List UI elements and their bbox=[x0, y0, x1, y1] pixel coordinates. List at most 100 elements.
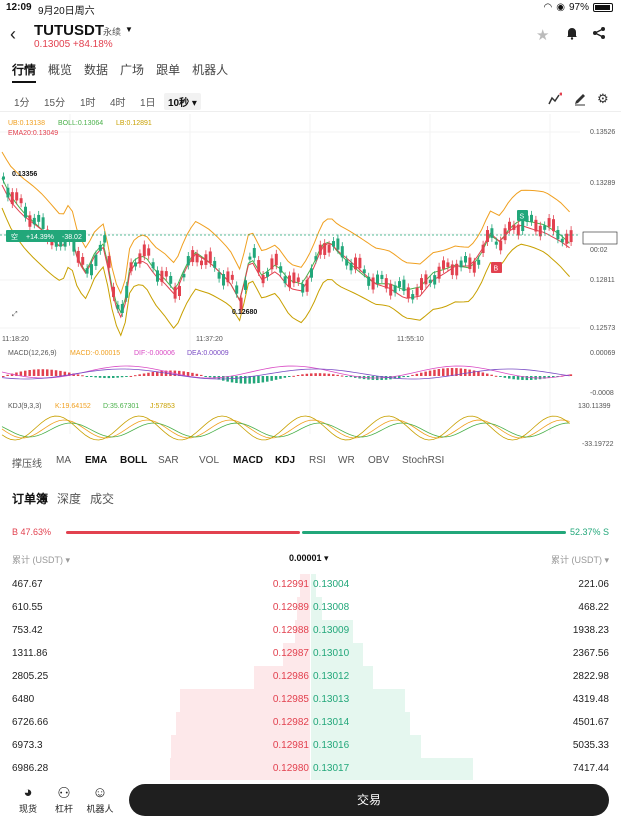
draw-tool-icon[interactable] bbox=[573, 92, 587, 111]
candle bbox=[446, 262, 450, 267]
orderbook-row[interactable]: 467.67 0.12991 0.13004 221.06 bbox=[0, 574, 621, 597]
ind-ema[interactable]: EMA bbox=[85, 455, 108, 466]
ind-rsi[interactable]: RSI bbox=[309, 455, 326, 466]
tab-copytrade[interactable]: 跟单 bbox=[156, 63, 181, 77]
ask-depth-bar bbox=[311, 620, 353, 643]
candle bbox=[310, 268, 313, 278]
candle bbox=[235, 285, 239, 294]
candle bbox=[266, 271, 269, 277]
macd-bar bbox=[85, 376, 89, 377]
orderbook-row[interactable]: 610.55 0.12989 0.13008 468.22 bbox=[0, 597, 621, 620]
x-axis-label: 11:55:10 bbox=[397, 336, 424, 343]
ind-kdj[interactable]: KDJ bbox=[275, 455, 296, 466]
ind-ma[interactable]: MA bbox=[56, 455, 71, 466]
candle bbox=[420, 278, 423, 290]
tab-overview[interactable]: 概览 bbox=[48, 63, 73, 77]
macd-bar bbox=[2, 376, 5, 377]
candle bbox=[28, 215, 32, 227]
share-icon[interactable] bbox=[592, 26, 606, 44]
indicator-icon[interactable] bbox=[548, 92, 563, 111]
tab-data[interactable]: 数据 bbox=[84, 63, 109, 77]
orderbook-row[interactable]: 753.42 0.12988 0.13009 1938.23 bbox=[0, 620, 621, 643]
macd-bar bbox=[437, 369, 441, 376]
candle bbox=[301, 283, 305, 293]
tab-bot[interactable]: 机器人 bbox=[192, 63, 229, 77]
cum-right-select[interactable]: 累计 (USDT) ▾ bbox=[550, 555, 609, 565]
bid-depth-bar bbox=[254, 666, 310, 689]
kline-chart[interactable]: UB:0.13138 BOLL:0.13064 LB:0.12891 EMA20:0.… bbox=[0, 114, 621, 448]
orderbook-tabs: 订单簿 深度 成交 bbox=[0, 490, 621, 510]
ind-sar[interactable]: SAR bbox=[158, 455, 179, 466]
bottom-leverage[interactable]: ⚇ 杠杆 bbox=[44, 784, 84, 815]
ind-wr[interactable]: WR bbox=[338, 455, 355, 466]
orderbook-row[interactable]: 2805.25 0.12986 0.13012 2822.98 bbox=[0, 666, 621, 689]
macd-bar bbox=[406, 376, 410, 377]
bottom-spot[interactable]: ◕ 现货 bbox=[8, 784, 48, 815]
settings-gear-icon[interactable]: ⚙ bbox=[597, 91, 609, 106]
macd-bar bbox=[151, 372, 155, 376]
tab-orderbook[interactable]: 订单簿 bbox=[12, 492, 49, 506]
candle bbox=[569, 230, 573, 243]
price-change: 0.13005 +84.18% bbox=[34, 39, 113, 50]
macd-bar bbox=[257, 376, 260, 384]
macd-bar bbox=[508, 376, 511, 379]
orderbook-row[interactable]: 6726.66 0.12982 0.13014 4501.67 bbox=[0, 712, 621, 735]
macd-legend-macd: MACD:-0.00015 bbox=[70, 350, 120, 357]
ind-stochrsi[interactable]: StochRSI bbox=[402, 455, 445, 466]
ind-support[interactable]: 撑压线 bbox=[12, 459, 42, 470]
precision-select[interactable]: 0.00001 ▾ bbox=[289, 553, 329, 563]
cum-bid: 2805.25 bbox=[12, 671, 49, 682]
macd-bar bbox=[486, 373, 489, 376]
macd-bar bbox=[477, 371, 480, 376]
star-icon[interactable]: ★ bbox=[536, 27, 550, 44]
ind-boll[interactable]: BOLL bbox=[120, 455, 148, 466]
chevron-down-icon[interactable]: ▼ bbox=[125, 25, 133, 34]
orderbook-row[interactable]: 6480 0.12985 0.13013 4319.48 bbox=[0, 689, 621, 712]
contract-type[interactable]: 永续 bbox=[103, 27, 122, 37]
tab-square[interactable]: 广场 bbox=[120, 63, 145, 77]
candle bbox=[318, 244, 322, 255]
bottom-robot[interactable]: ☺ 机器人 bbox=[80, 784, 120, 815]
cum-left-select[interactable]: 累计 (USDT) ▾ bbox=[12, 555, 71, 565]
macd-bar bbox=[261, 376, 265, 383]
candle bbox=[494, 241, 498, 245]
candle bbox=[261, 275, 265, 284]
tf-10s[interactable]: 10秒 ▾ bbox=[164, 93, 201, 110]
symbol-title[interactable]: TUTUSDT bbox=[34, 22, 104, 39]
bid-price: 0.12982 bbox=[272, 717, 309, 728]
candle bbox=[279, 266, 283, 273]
legend-lb: LB:0.12891 bbox=[116, 120, 152, 127]
kline-chart-svg[interactable]: UB:0.13138 BOLL:0.13064 LB:0.12891 EMA20:0.… bbox=[0, 114, 621, 448]
macd-bar bbox=[464, 368, 467, 376]
orderbook-row[interactable]: 6986.28 0.12980 0.13017 7417.44 bbox=[0, 758, 621, 781]
orderbook-row[interactable]: 1311.86 0.12987 0.13010 2367.56 bbox=[0, 643, 621, 666]
macd-bar bbox=[248, 376, 251, 384]
tab-market[interactable]: 行情 bbox=[12, 61, 37, 83]
tf-1m[interactable]: 1分 bbox=[14, 98, 30, 109]
candle bbox=[138, 253, 142, 264]
candle bbox=[37, 214, 41, 222]
tf-1h[interactable]: 1时 bbox=[80, 98, 96, 109]
y-axis-label: 0.12573 bbox=[590, 325, 615, 332]
bid-price: 0.12986 bbox=[272, 671, 309, 682]
status-bar: 12:09 9月20日周六 ◠ ◉ 97% bbox=[0, 0, 621, 17]
ind-macd[interactable]: MACD bbox=[233, 455, 263, 466]
ind-obv[interactable]: OBV bbox=[368, 455, 390, 466]
tf-4h[interactable]: 4时 bbox=[110, 98, 126, 109]
tab-trades[interactable]: 成交 bbox=[90, 492, 115, 506]
tab-depth[interactable]: 深度 bbox=[57, 492, 82, 506]
tf-15m[interactable]: 15分 bbox=[44, 98, 66, 109]
macd-bar bbox=[103, 376, 106, 379]
kdj-j-line bbox=[1, 415, 570, 441]
ask-price: 0.13010 bbox=[313, 648, 350, 659]
back-icon[interactable]: ‹ bbox=[10, 24, 16, 44]
cum-bid: 1311.86 bbox=[12, 648, 48, 659]
candle bbox=[490, 228, 494, 238]
ask-depth-bar bbox=[311, 643, 363, 666]
trade-button[interactable]: 交易 bbox=[129, 784, 609, 816]
x-axis-label: 11:18:20 bbox=[2, 336, 29, 343]
tf-1d[interactable]: 1日 bbox=[140, 98, 156, 109]
ind-vol[interactable]: VOL bbox=[199, 455, 220, 466]
orderbook-row[interactable]: 6973.3 0.12981 0.13016 5035.33 bbox=[0, 735, 621, 758]
bell-icon[interactable] bbox=[565, 26, 579, 44]
